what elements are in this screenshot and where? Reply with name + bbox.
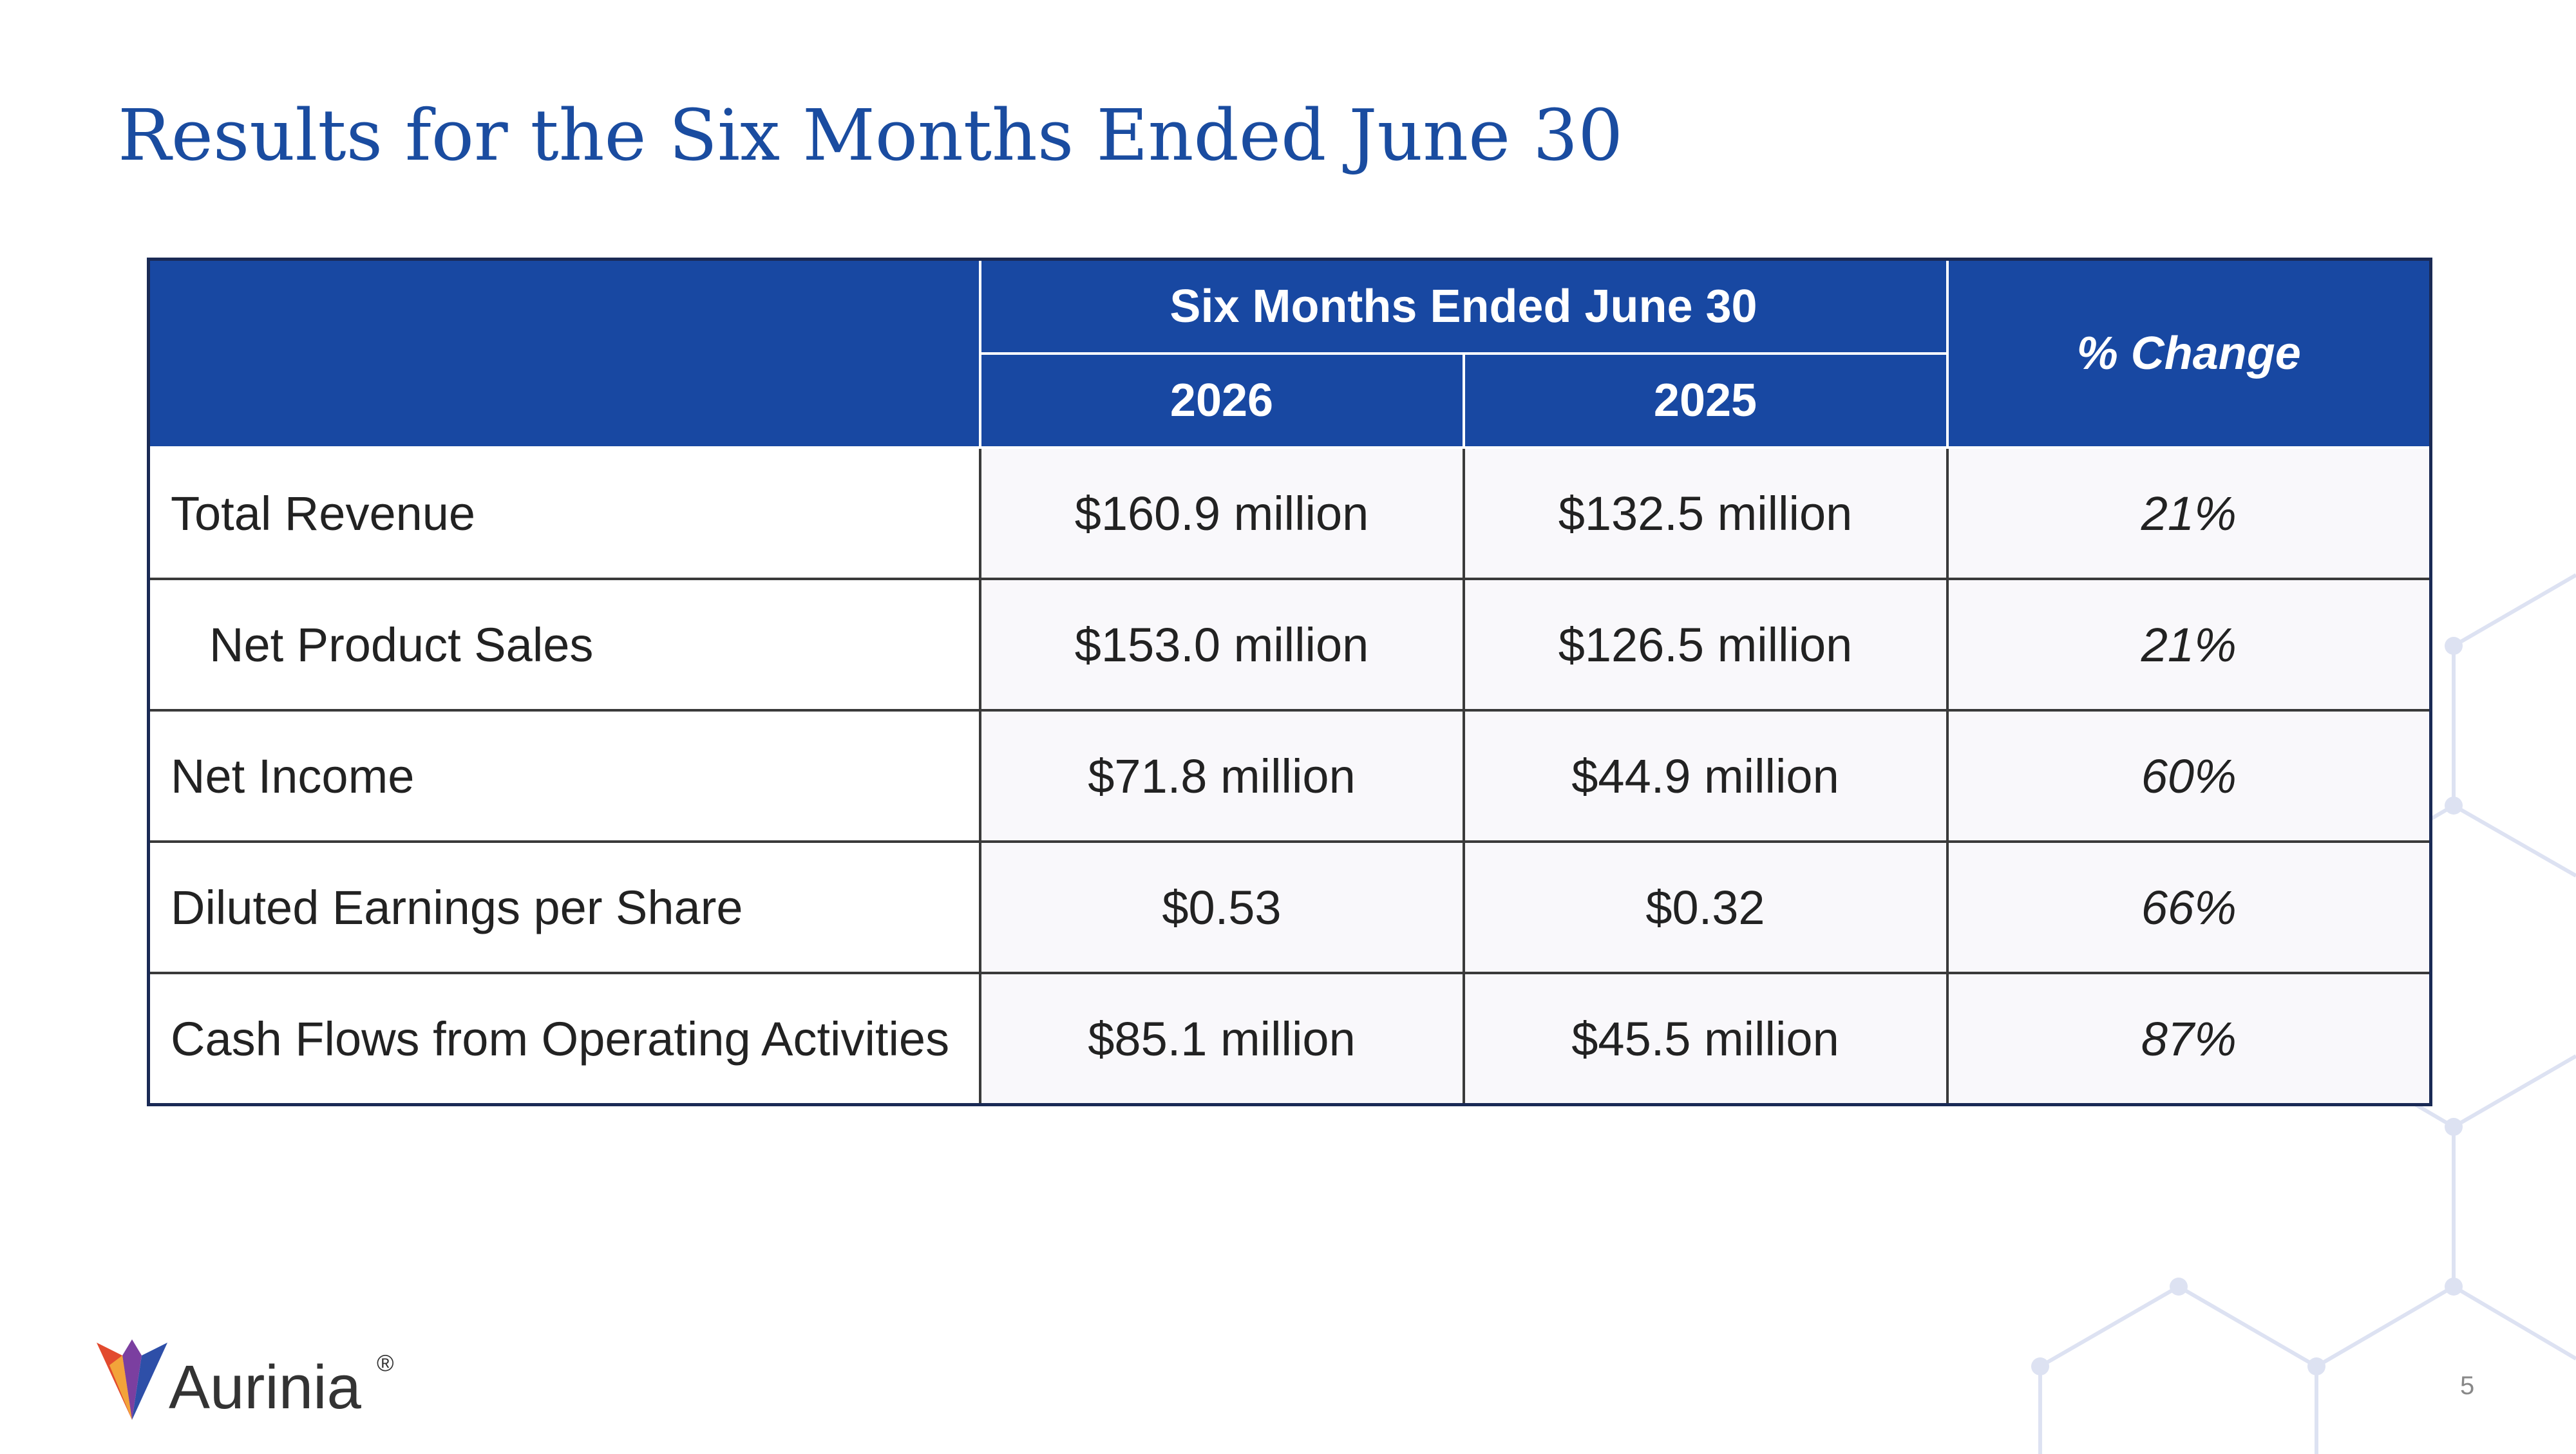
value-prior: $45.5 million bbox=[1462, 972, 1949, 1106]
value-current: $0.53 bbox=[978, 840, 1465, 974]
value-current: $85.1 million bbox=[978, 972, 1465, 1106]
year-current-header: 2026 bbox=[978, 352, 1465, 449]
row-label: Net Income bbox=[147, 709, 981, 843]
row-label: Cash Flows from Operating Activities bbox=[147, 972, 981, 1106]
value-current: $153.0 million bbox=[978, 578, 1465, 712]
value-change: 60% bbox=[1946, 709, 2433, 843]
results-table: Six Months Ended June 30 % Change 2026 2… bbox=[147, 258, 2433, 1106]
value-change: 66% bbox=[1946, 840, 2433, 974]
aurinia-logo-icon bbox=[97, 1339, 167, 1420]
header-row-years: 2026 2025 bbox=[149, 352, 2431, 449]
value-prior: $44.9 million bbox=[1462, 709, 1949, 843]
value-prior: $132.5 million bbox=[1462, 446, 1949, 580]
value-current: $160.9 million bbox=[978, 446, 1465, 580]
header-row-group: Six Months Ended June 30 % Change bbox=[147, 258, 2433, 449]
row-label: Diluted Earnings per Share bbox=[147, 840, 981, 974]
table-row: Net Product Sales $153.0 million $126.5 … bbox=[147, 578, 2433, 712]
logo-wordmark: Aurinia bbox=[169, 1353, 361, 1422]
table-row: Cash Flows from Operating Activities $85… bbox=[147, 972, 2433, 1106]
header-corner-cell bbox=[147, 258, 981, 449]
row-label: Total Revenue bbox=[147, 446, 981, 580]
table-row: Diluted Earnings per Share $0.53 $0.32 6… bbox=[147, 840, 2433, 974]
value-current: $71.8 million bbox=[978, 709, 1465, 843]
value-change: 87% bbox=[1946, 972, 2433, 1106]
year-prior-header: 2025 bbox=[1462, 352, 1949, 449]
company-logo: Aurinia ® bbox=[97, 1339, 431, 1423]
value-prior: $126.5 million bbox=[1462, 578, 1949, 712]
page-number: 5 bbox=[2460, 1372, 2475, 1400]
slide-title: Results for the Six Months Ended June 30 bbox=[118, 94, 1624, 176]
period-group-header: Six Months Ended June 30 bbox=[978, 258, 1949, 355]
registered-mark: ® bbox=[377, 1350, 394, 1376]
percent-change-header: % Change bbox=[1946, 258, 2433, 449]
value-prior: $0.32 bbox=[1462, 840, 1949, 974]
value-change: 21% bbox=[1946, 446, 2433, 580]
table-row: Total Revenue $160.9 million $132.5 mill… bbox=[147, 446, 2433, 580]
table-row: Net Income $71.8 million $44.9 million 6… bbox=[147, 709, 2433, 843]
row-label: Net Product Sales bbox=[147, 578, 981, 712]
value-change: 21% bbox=[1946, 578, 2433, 712]
